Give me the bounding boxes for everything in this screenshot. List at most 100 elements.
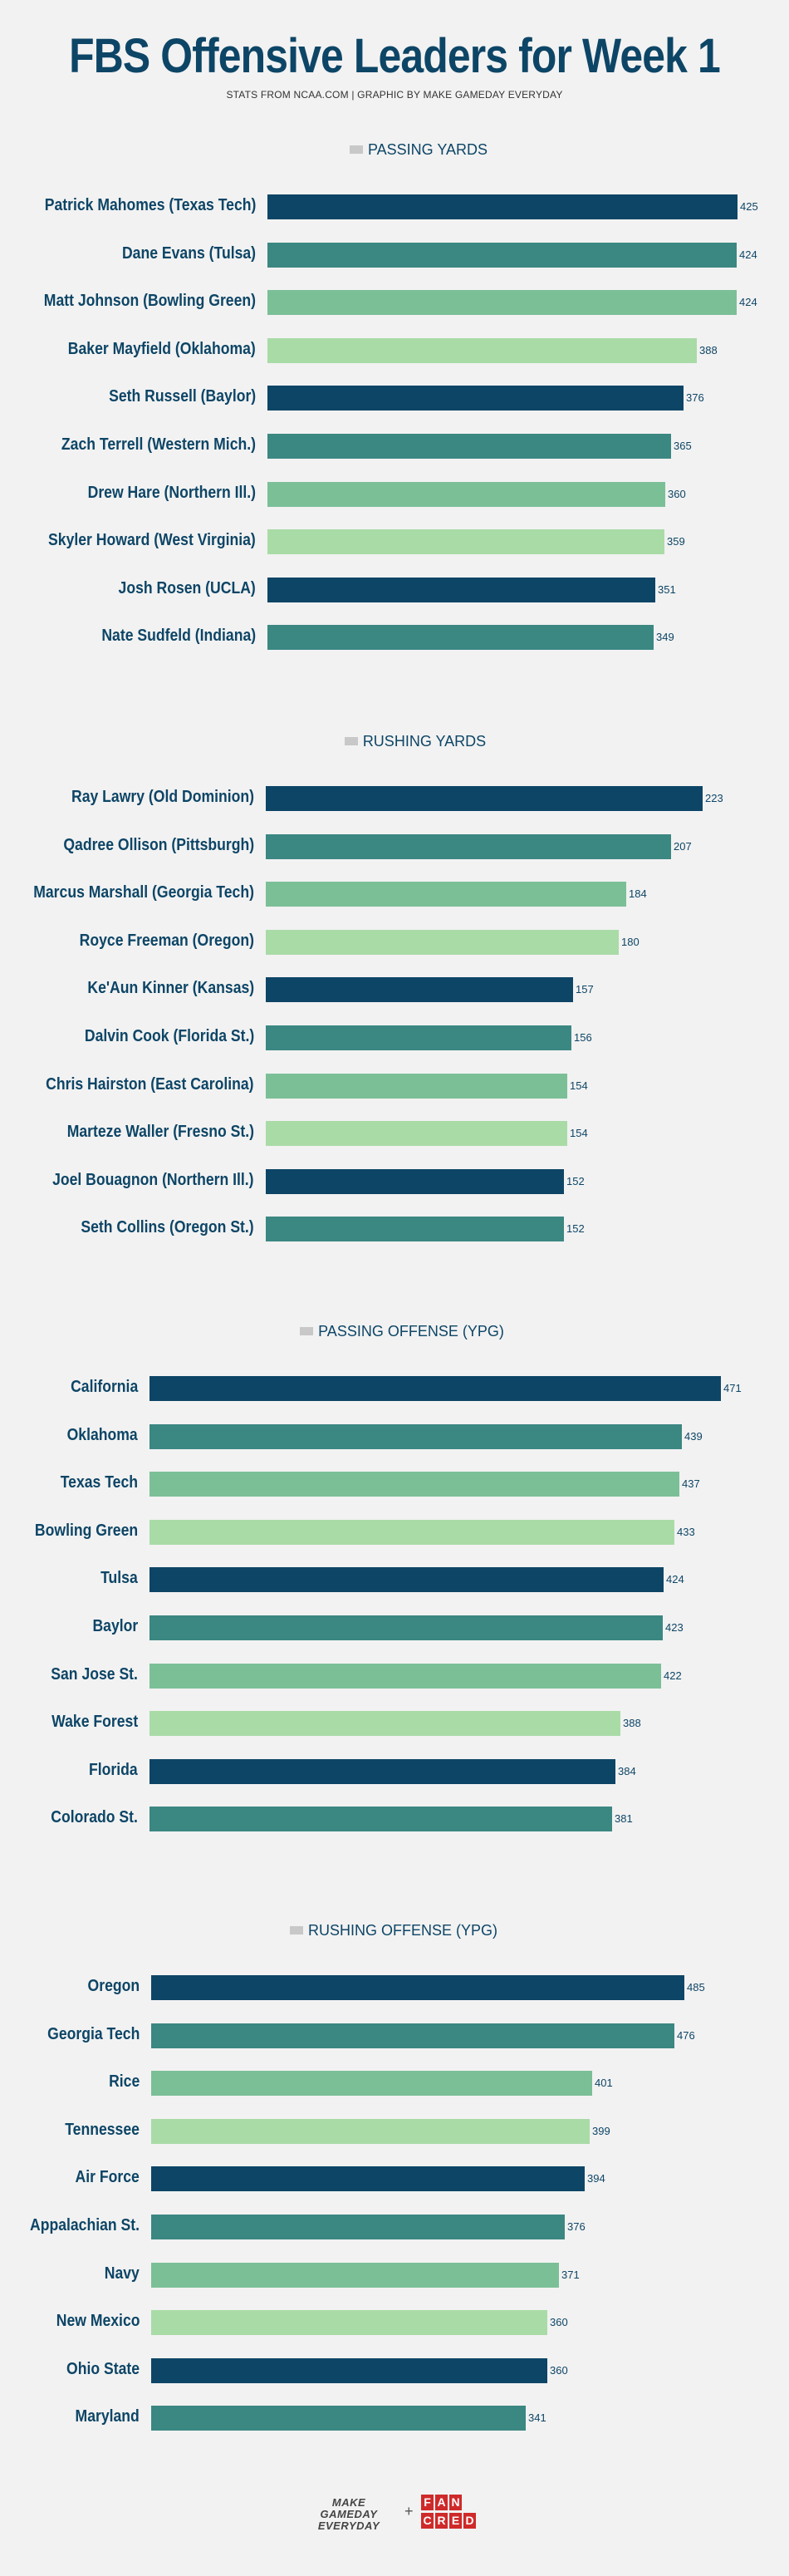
bar [149, 1711, 620, 1736]
value-label: 388 [623, 1717, 641, 1729]
value-label: 384 [618, 1765, 636, 1777]
fancred-letter: F [421, 2495, 434, 2510]
value-label: 154 [570, 1079, 588, 1092]
bar-row: San Jose St. 422 [0, 1664, 789, 1689]
bar-row: Wake Forest 388 [0, 1711, 789, 1736]
legend-swatch [344, 737, 358, 746]
bar [149, 1472, 679, 1497]
bar-row: Skyler Howard (West Virginia) 359 [0, 529, 789, 554]
category-label: Appalachian St. [29, 2216, 140, 2234]
bar [266, 1169, 564, 1194]
legend-swatch [289, 1926, 303, 1935]
bar [267, 625, 654, 650]
bar-row: Ohio State 360 [0, 2358, 789, 2383]
category-label: New Mexico [56, 2312, 140, 2330]
value-label: 152 [566, 1222, 585, 1235]
bar-row: Patrick Mahomes (Texas Tech) 425 [0, 194, 789, 219]
category-label: Baylor [92, 1617, 138, 1635]
bar-chart-1: PASSING YARDS Patrick Mahomes (Texas Tech… [0, 141, 789, 681]
value-label: 476 [677, 2029, 695, 2042]
category-label: Rice [108, 2072, 140, 2091]
category-label: Dane Evans (Tulsa) [121, 244, 256, 263]
bar-row: Dane Evans (Tulsa) 424 [0, 243, 789, 268]
make-gameday-everyday-logo: MAKE GAMEDAY EVERYDAY [302, 2497, 395, 2532]
fancred-letter: E [449, 2513, 462, 2529]
fancred-letter: D [463, 2513, 476, 2529]
category-label: Seth Collins (Oregon St.) [81, 1218, 254, 1236]
bar-row: Tulsa 424 [0, 1567, 789, 1592]
value-label: 371 [561, 2269, 580, 2281]
category-label: Dalvin Cook (Florida St.) [84, 1027, 254, 1045]
bar [149, 1520, 674, 1545]
category-label: Skyler Howard (West Virginia) [48, 531, 256, 549]
value-label: 437 [682, 1477, 700, 1490]
category-label: Oregon [87, 1977, 140, 1995]
value-label: 471 [723, 1382, 742, 1394]
bar-row: Colorado St. 381 [0, 1807, 789, 1831]
bar [149, 1664, 661, 1689]
legend-label: RUSHING OFFENSE (YPG) [307, 1922, 497, 1939]
bar-row: Nate Sudfeld (Indiana) 349 [0, 625, 789, 650]
bar-row: Rice 401 [0, 2071, 789, 2096]
legend-swatch [349, 145, 363, 155]
value-label: 184 [629, 887, 647, 900]
category-label: Georgia Tech [47, 2025, 140, 2043]
bar-row: Zach Terrell (Western Mich.) 365 [0, 434, 789, 459]
bar-row: Ray Lawry (Old Dominion) 223 [0, 786, 789, 811]
bar [267, 578, 655, 602]
bar-row: Drew Hare (Northern Ill.) 360 [0, 482, 789, 507]
category-label: Oklahoma [66, 1426, 138, 1444]
category-label: San Jose St. [51, 1665, 138, 1684]
bar [267, 290, 737, 315]
value-label: 223 [705, 792, 723, 804]
value-label: 360 [550, 2364, 568, 2377]
category-label: California [70, 1378, 138, 1396]
value-label: 401 [595, 2077, 613, 2089]
bar-row: Maryland 341 [0, 2406, 789, 2431]
bar-row: Bowling Green 433 [0, 1520, 789, 1545]
bar [267, 434, 671, 459]
value-label: 156 [574, 1031, 592, 1044]
bar-row: Marteze Waller (Fresno St.) 154 [0, 1121, 789, 1146]
value-label: 424 [739, 248, 757, 261]
category-label: Chris Hairston (East Carolina) [46, 1075, 254, 1094]
value-label: 422 [664, 1669, 682, 1682]
chart-legend: PASSING YARDS [24, 141, 789, 159]
bar [267, 529, 664, 554]
bar [151, 1975, 684, 2000]
bar-row: Oregon 485 [0, 1975, 789, 2000]
category-label: Drew Hare (Northern Ill.) [87, 484, 256, 502]
category-label: Royce Freeman (Oregon) [79, 932, 254, 950]
chart-legend: PASSING OFFENSE (YPG) [7, 1323, 789, 1340]
bar [266, 786, 703, 811]
bar-row: Marcus Marshall (Georgia Tech) 184 [0, 882, 789, 907]
value-label: 424 [739, 296, 757, 308]
category-label: Zach Terrell (Western Mich.) [61, 435, 256, 454]
value-label: 365 [674, 440, 692, 452]
bar [266, 1121, 567, 1146]
bar-row: Joel Bouagnon (Northern Ill.) 152 [0, 1169, 789, 1194]
legend-label: PASSING OFFENSE (YPG) [318, 1323, 504, 1340]
value-label: 399 [592, 2125, 610, 2137]
category-label: Baker Mayfield (Oklahoma) [68, 340, 256, 358]
bar-row: Qadree Ollison (Pittsburgh) 207 [0, 834, 789, 859]
category-label: Marcus Marshall (Georgia Tech) [33, 883, 254, 902]
value-label: 433 [677, 1526, 695, 1538]
category-label: Wake Forest [51, 1713, 138, 1731]
value-label: 349 [656, 631, 674, 643]
category-label: Marteze Waller (Fresno St.) [66, 1123, 254, 1141]
category-label: Joel Bouagnon (Northern Ill.) [52, 1171, 254, 1189]
value-label: 341 [528, 2411, 546, 2424]
brand-line-2: EVERYDAY [317, 2519, 380, 2532]
value-label: 157 [576, 983, 594, 995]
bar-row: Chris Hairston (East Carolina) 154 [0, 1074, 789, 1099]
value-label: 424 [666, 1573, 684, 1585]
bar-chart-2: RUSHING YARDS Ray Lawry (Old Dominion) 223… [0, 733, 789, 1273]
bar [266, 882, 626, 907]
value-label: 360 [550, 2316, 568, 2328]
value-label: 388 [699, 344, 718, 356]
chart-title: FBS Offensive Leaders for Week 1 [69, 29, 721, 83]
category-label: Ke'Aun Kinner (Kansas) [87, 979, 254, 997]
category-label: Ray Lawry (Old Dominion) [71, 788, 254, 806]
